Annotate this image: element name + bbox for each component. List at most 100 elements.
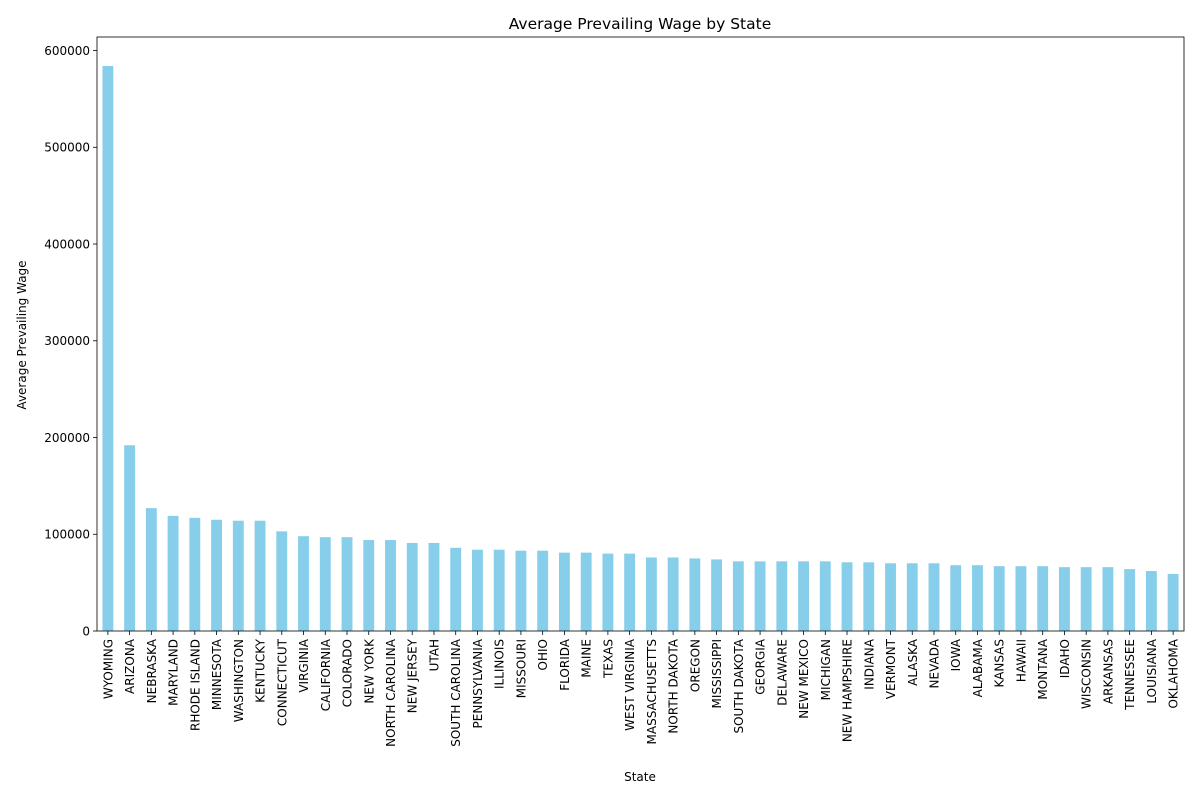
x-tick-label: KANSAS: [993, 639, 1007, 688]
bar-oklahoma: [1167, 573, 1179, 631]
bar-georgia: [754, 561, 766, 631]
x-tick-label: NEW YORK: [362, 638, 376, 704]
x-axis-ticks: WYOMING ARIZONA NEBRASKA MARYLAND RHODE ISLA…: [101, 631, 1181, 747]
chart-title: Average Prevailing Wage by State: [509, 15, 772, 33]
bar-massachusetts: [645, 557, 657, 631]
x-tick-label: UTAH: [427, 639, 441, 671]
bar-montana: [1037, 566, 1049, 631]
x-tick-label: WYOMING: [101, 639, 115, 699]
y-tick-label: 200000: [44, 431, 90, 445]
x-tick-label: OREGON: [688, 639, 702, 692]
x-tick-label: PENNSYLVANIA: [471, 638, 485, 728]
x-tick-label: NEBRASKA: [145, 638, 159, 703]
bar-north-dakota: [667, 557, 679, 631]
x-tick-label: ARKANSAS: [1101, 639, 1115, 704]
bar-ohio: [537, 550, 549, 631]
x-tick-label: GEORGIA: [754, 638, 768, 695]
bar-south-dakota: [732, 561, 744, 631]
bar-california: [319, 537, 331, 631]
x-tick-label: OHIO: [536, 639, 550, 670]
bar-connecticut: [276, 531, 288, 631]
bar-new-jersey: [406, 542, 418, 631]
x-tick-label: NEW HAMPSHIRE: [841, 639, 855, 742]
bar-missouri: [515, 550, 527, 631]
bar-florida: [558, 552, 570, 631]
y-tick-label: 500000: [44, 141, 90, 155]
bar-south-carolina: [450, 547, 462, 631]
y-tick-label: 100000: [44, 528, 90, 542]
x-tick-label: MONTANA: [1036, 638, 1050, 699]
x-tick-label: WISCONSIN: [1080, 639, 1094, 709]
bar-illinois: [493, 549, 505, 631]
x-tick-label: MARYLAND: [167, 639, 181, 706]
x-tick-label: SOUTH DAKOTA: [732, 638, 746, 733]
bar-kansas: [993, 566, 1005, 631]
bar-maryland: [167, 515, 179, 631]
bar-texas: [602, 553, 614, 631]
bar-kentucky: [254, 520, 266, 631]
bar-virginia: [298, 536, 309, 631]
bar-iowa: [950, 565, 962, 631]
bar-vermont: [885, 563, 896, 631]
y-tick-label: 300000: [44, 334, 90, 348]
bar-arkansas: [1102, 567, 1114, 631]
bar-alaska: [906, 563, 918, 631]
x-tick-label: ALABAMA: [971, 638, 985, 697]
x-tick-label: NORTH CAROLINA: [384, 638, 398, 747]
bar-minnesota: [211, 519, 222, 631]
bar-idaho: [1058, 567, 1070, 631]
x-tick-label: ALASKA: [906, 638, 920, 686]
y-axis-title: Average Prevailing Wage: [15, 260, 29, 409]
bar-tennessee: [1124, 569, 1136, 631]
x-tick-label: MASSACHUSETTS: [645, 639, 659, 744]
bars-layer: [102, 66, 1179, 631]
bar-pennsylvania: [472, 549, 483, 631]
x-tick-label: NEVADA: [927, 638, 941, 688]
bar-new-york: [363, 540, 375, 631]
x-tick-label: MICHIGAN: [819, 639, 833, 700]
y-axis-ticks: 0 100000 200000 300000 400000 500000 600000: [44, 44, 97, 638]
bar-rhode-island: [189, 517, 201, 631]
bar-louisiana: [1145, 571, 1157, 631]
bar-michigan: [819, 561, 831, 631]
y-tick-label: 600000: [44, 44, 90, 58]
x-tick-label: IDAHO: [1058, 639, 1072, 678]
x-tick-label: MISSISSIPPI: [710, 639, 724, 708]
bar-nevada: [928, 563, 940, 631]
bar-maine: [580, 552, 592, 631]
bar-utah: [428, 542, 440, 631]
x-tick-label: INDIANA: [862, 638, 876, 689]
y-tick-label: 0: [82, 624, 90, 638]
bar-colorado: [341, 537, 353, 631]
x-tick-label: VIRGINIA: [297, 638, 311, 692]
x-tick-label: COLORADO: [341, 639, 355, 707]
x-tick-label: KENTUCKY: [254, 638, 268, 702]
bar-west-virginia: [624, 553, 636, 631]
x-tick-label: MISSOURI: [514, 639, 528, 698]
x-tick-label: TENNESSEE: [1123, 639, 1137, 711]
bar-hawaii: [1015, 566, 1027, 631]
x-tick-label: MINNESOTA: [210, 638, 224, 710]
x-tick-label: WEST VIRGINIA: [623, 638, 637, 731]
x-tick-label: OKLAHOMA: [1167, 638, 1181, 708]
x-tick-label: IOWA: [949, 638, 963, 671]
bar-wyoming: [102, 66, 114, 631]
bar-new-mexico: [798, 561, 809, 631]
x-tick-label: CALIFORNIA: [319, 638, 333, 711]
bar-wisconsin: [1080, 567, 1092, 631]
bar-oregon: [689, 558, 701, 631]
x-tick-label: HAWAII: [1014, 639, 1028, 682]
bar-north-carolina: [385, 540, 396, 631]
x-tick-label: MAINE: [580, 639, 594, 678]
x-tick-label: FLORIDA: [558, 638, 572, 691]
bar-arizona: [124, 445, 136, 631]
plot-frame: [96, 36, 1185, 632]
x-tick-label: DELAWARE: [775, 639, 789, 706]
bar-mississippi: [711, 559, 723, 631]
x-axis-title: State: [624, 770, 656, 784]
bar-indiana: [863, 562, 875, 631]
x-tick-label: NEW MEXICO: [797, 639, 811, 719]
x-tick-label: TEXAS: [601, 639, 615, 679]
